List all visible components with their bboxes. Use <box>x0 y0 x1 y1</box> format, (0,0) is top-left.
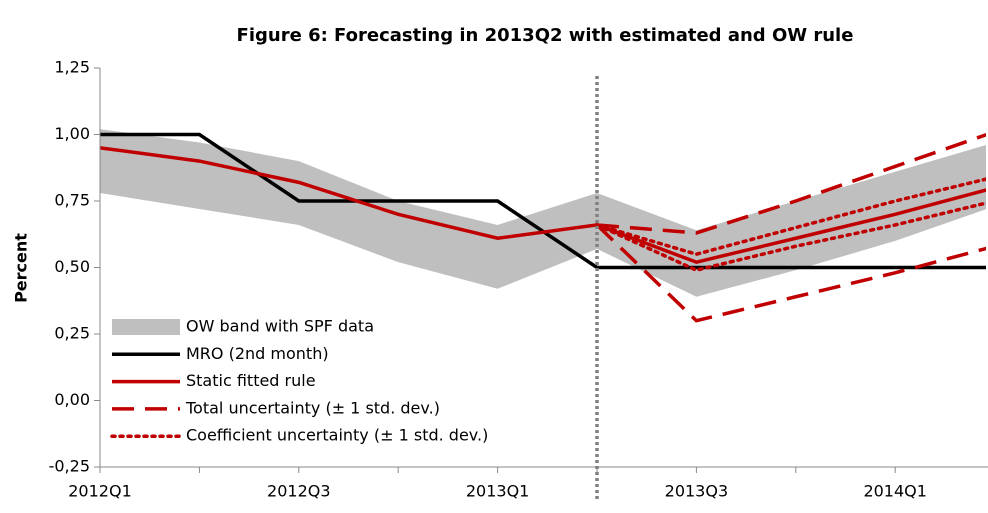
x-tick-label: 2013Q1 <box>466 482 530 501</box>
legend-label: MRO (2nd month) <box>186 344 329 363</box>
y-tick-label: 0,75 <box>54 191 90 210</box>
x-tick-label: 2014Q1 <box>863 482 927 501</box>
legend-label: Coefficient uncertainty (± 1 std. dev.) <box>186 426 488 445</box>
legend-label: OW band with SPF data <box>186 317 374 336</box>
y-axis-label: Percent <box>12 233 31 303</box>
y-tick-label: 0,50 <box>54 257 90 276</box>
x-tick-label: 2012Q3 <box>267 482 331 501</box>
series-line <box>100 132 986 270</box>
y-tick-label: 0,25 <box>54 324 90 343</box>
y-tick-label: 1,00 <box>54 124 90 143</box>
x-tick-label: 2012Q1 <box>68 482 132 501</box>
x-tick-label: 2013Q3 <box>665 482 729 501</box>
series-line <box>595 223 986 323</box>
plot-area <box>100 129 986 323</box>
y-tick-label: -0,25 <box>49 457 90 476</box>
series-line <box>595 177 986 257</box>
y-tick-label: 0,00 <box>54 390 90 409</box>
y-tick-label: 1,25 <box>54 58 90 77</box>
series-line <box>596 132 986 235</box>
chart-title: Figure 6: Forecasting in 2013Q2 with est… <box>237 25 854 46</box>
legend-swatch <box>112 319 180 335</box>
legend-label: Total uncertainty (± 1 std. dev.) <box>185 398 440 417</box>
series-line <box>595 201 986 273</box>
series-line <box>100 146 986 265</box>
legend-label: Static fitted rule <box>186 371 316 390</box>
